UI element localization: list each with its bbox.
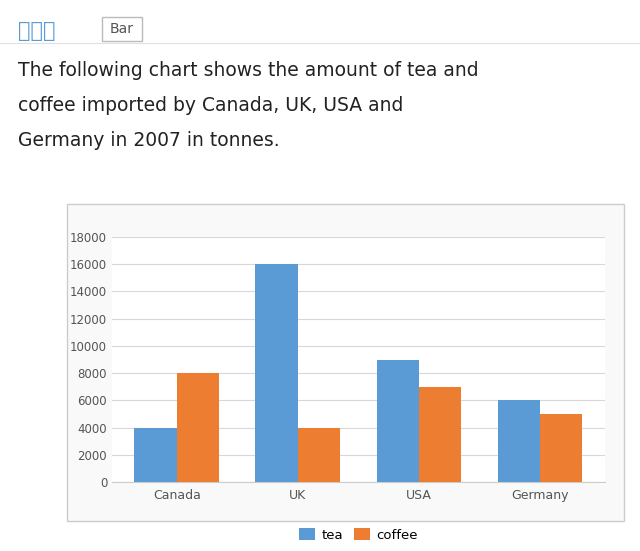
Bar xyxy=(134,428,177,482)
Text: Germany in 2007 in tonnes.: Germany in 2007 in tonnes. xyxy=(18,131,280,150)
FancyBboxPatch shape xyxy=(67,204,624,521)
Bar xyxy=(540,414,582,482)
Legend: tea, coffee: tea, coffee xyxy=(294,523,423,547)
Text: 小作文: 小作文 xyxy=(18,21,56,41)
Bar xyxy=(419,387,461,482)
Bar xyxy=(376,359,419,482)
Text: Bar: Bar xyxy=(110,22,134,36)
Text: The following chart shows the amount of tea and: The following chart shows the amount of … xyxy=(18,61,479,80)
Bar xyxy=(498,401,540,482)
Bar xyxy=(255,264,298,482)
Bar xyxy=(298,428,340,482)
Text: coffee imported by Canada, UK, USA and: coffee imported by Canada, UK, USA and xyxy=(18,96,403,115)
FancyBboxPatch shape xyxy=(102,17,142,41)
Bar xyxy=(177,373,219,482)
